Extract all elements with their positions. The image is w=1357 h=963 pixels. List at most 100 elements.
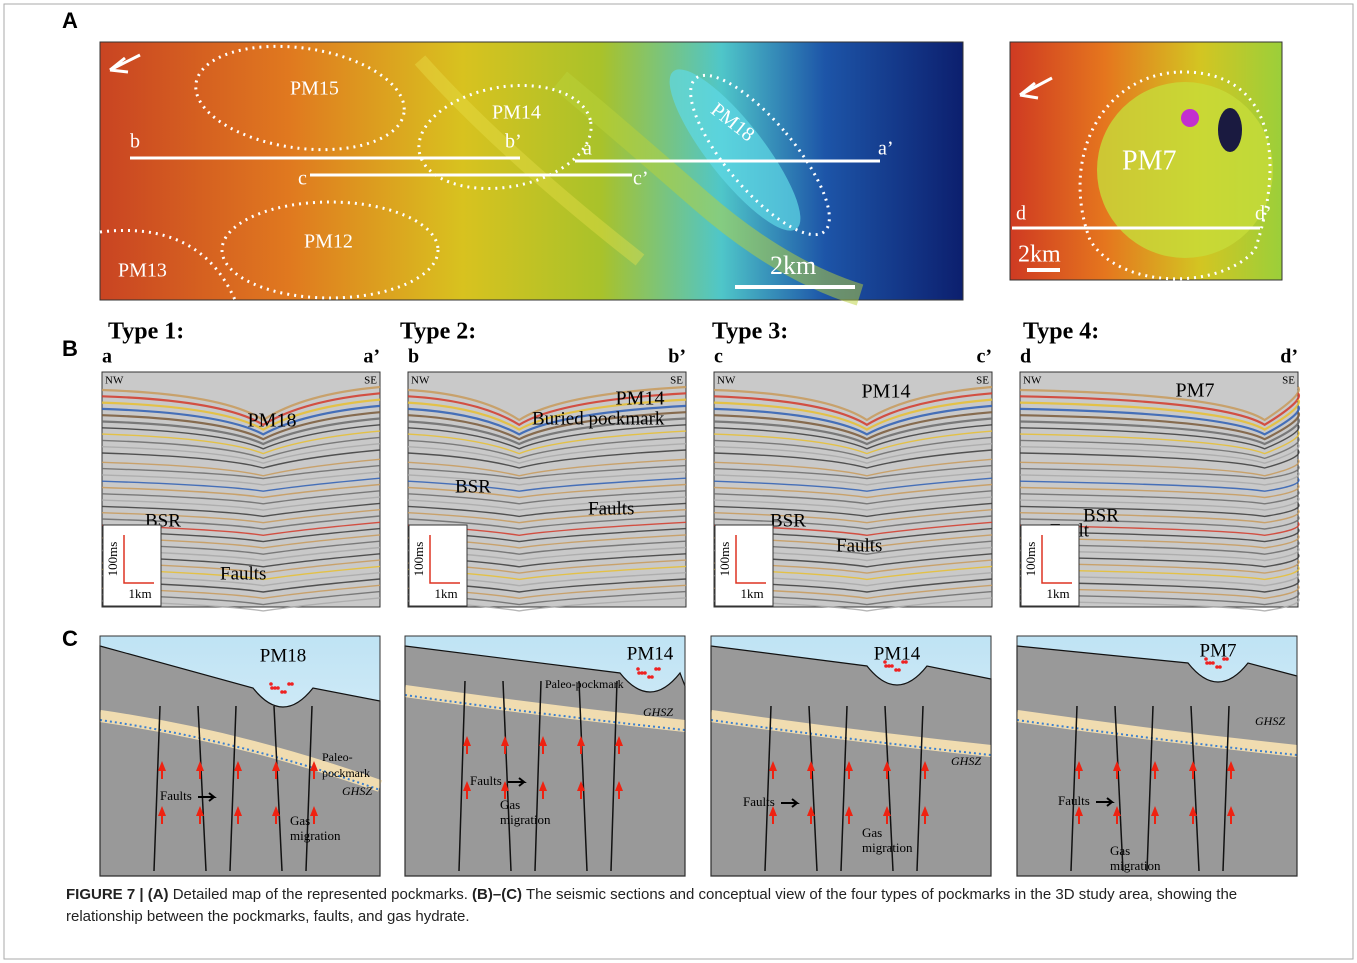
gas-label: Gas	[1110, 843, 1130, 858]
ghsz-label: GHSZ	[643, 705, 673, 719]
faults-label: Faults	[743, 794, 775, 809]
time-scale: 100ms	[1023, 542, 1038, 577]
pockmark-label: PM15	[290, 78, 339, 100]
pockmark-label: PM14	[627, 643, 674, 664]
seismic-section: Type 2:bb’NWSEPM14Buried pockmarkBSRFaul…	[400, 319, 686, 611]
profile-start: a	[102, 346, 112, 368]
faults-label: Faults	[470, 773, 502, 788]
profile-label: d	[1016, 203, 1026, 225]
section-type: Type 4:	[1023, 319, 1099, 345]
paleo-label: pockmark	[322, 766, 370, 780]
profile-start: c	[714, 346, 723, 368]
direction: SE	[976, 375, 989, 387]
gas-dot	[287, 682, 291, 686]
section-type: Type 1:	[108, 319, 184, 345]
panel-label: B	[62, 336, 78, 361]
direction: NW	[1023, 375, 1042, 387]
annotation: BSR	[455, 476, 491, 497]
profile-label: b	[130, 131, 140, 153]
gas-dot	[269, 682, 273, 686]
time-scale: 100ms	[105, 542, 120, 577]
gas-dot	[647, 675, 651, 679]
profile-label: c’	[633, 168, 649, 190]
gas-dot	[636, 667, 640, 671]
time-scale: 100ms	[717, 542, 732, 577]
page: A B C PM15 PM14 PM18 PM12 PM13 b b’ a a’…	[0, 0, 1357, 963]
gas-dot	[884, 664, 888, 668]
profile-end: c’	[976, 346, 992, 368]
ghsz-label: GHSZ	[951, 754, 981, 768]
pockmark-label: PM7	[1200, 640, 1237, 661]
seismic-section: Type 1:aa’NWSEPM18BSRFaults100ms1km	[102, 319, 380, 611]
gas-dot	[1205, 661, 1209, 665]
profile-start: b	[408, 346, 419, 368]
section-type: Type 2:	[400, 319, 476, 345]
gas-label: Gas	[500, 797, 520, 812]
seismic-section: Type 4:dd’NWSEPM7BSRFault100ms1km	[1020, 319, 1299, 611]
profile-label: a	[583, 138, 592, 160]
caption-text: Detailed map of the represented pockmark…	[173, 886, 468, 903]
profile-end: a’	[363, 346, 380, 368]
direction: NW	[717, 375, 736, 387]
gas-dot	[654, 667, 658, 671]
conceptual-model: PM18Paleo-pockmarkFaultsGasmigrationGHSZ	[100, 636, 380, 876]
pockmark-label: PM13	[118, 260, 167, 282]
gas-dot	[1215, 665, 1219, 669]
ghsz-label: GHSZ	[342, 784, 372, 798]
gas-label: migration	[1110, 858, 1161, 873]
paleo-label: Paleo-pockmark	[545, 677, 624, 691]
pockmark-label: PM7	[1176, 380, 1215, 402]
distance-scale: 1km	[740, 586, 763, 601]
section-type: Type 3:	[712, 319, 788, 345]
profile-label: c	[298, 168, 307, 190]
caption-label: (B)–(C)	[472, 886, 522, 903]
gas-label: migration	[500, 812, 551, 827]
distance-scale: 1km	[434, 586, 457, 601]
faults-label: Faults	[160, 788, 192, 803]
profile-start: d	[1020, 346, 1031, 368]
direction: NW	[411, 375, 430, 387]
distance-scale: 1km	[1046, 586, 1069, 601]
seismic-section: Type 3:cc’NWSEPM14BSRFaults100ms1km	[712, 319, 992, 611]
profile-label: a’	[878, 138, 894, 160]
gas-label: Gas	[290, 813, 310, 828]
scale-label: 2km	[1018, 242, 1061, 268]
scale-label: 2km	[770, 251, 816, 280]
conceptual-model: PM7 Faults Gasmigration GHSZ	[1017, 636, 1297, 876]
pockmark-label: PM14	[874, 643, 921, 664]
annotation: Buried pockmark	[532, 408, 665, 429]
sediment	[1017, 646, 1297, 876]
direction: SE	[364, 375, 377, 387]
figure-svg: A B C PM15 PM14 PM18 PM12 PM13 b b’ a a’…	[0, 0, 1357, 963]
bathymetry-map	[100, 34, 963, 300]
annotation: Faults	[220, 563, 266, 584]
direction: SE	[1282, 375, 1295, 387]
gas-label: Gas	[862, 825, 882, 840]
gas-dot	[637, 671, 641, 675]
direction: NW	[105, 375, 124, 387]
gas-dot	[280, 690, 284, 694]
caption-figure: FIGURE 7 |	[66, 886, 144, 903]
caption: FIGURE 7 | (A) Detailed map of the repre…	[66, 884, 1306, 928]
pockmark-label: PM12	[304, 231, 353, 253]
profile-end: d’	[1280, 346, 1298, 368]
pockmark-label: PM14	[862, 381, 911, 403]
sediment	[711, 646, 991, 876]
annotation: BSR	[770, 510, 806, 531]
panel-label: C	[62, 626, 78, 651]
direction: SE	[670, 375, 683, 387]
profile-label: d’	[1255, 203, 1272, 225]
figure: A B C PM15 PM14 PM18 PM12 PM13 b b’ a a’…	[0, 0, 1357, 963]
annotation: Faults	[588, 498, 634, 519]
distance-scale: 1km	[128, 586, 151, 601]
faults-label: Faults	[1058, 793, 1090, 808]
gas-dot	[270, 686, 274, 690]
pockmark-label: PM14	[492, 102, 541, 124]
gas-label: migration	[862, 840, 913, 855]
caption-label: (A)	[148, 886, 169, 903]
ghsz-label: GHSZ	[1255, 714, 1285, 728]
pockmark-label: PM7	[1122, 145, 1176, 176]
pockmark-label: PM18	[248, 410, 297, 432]
